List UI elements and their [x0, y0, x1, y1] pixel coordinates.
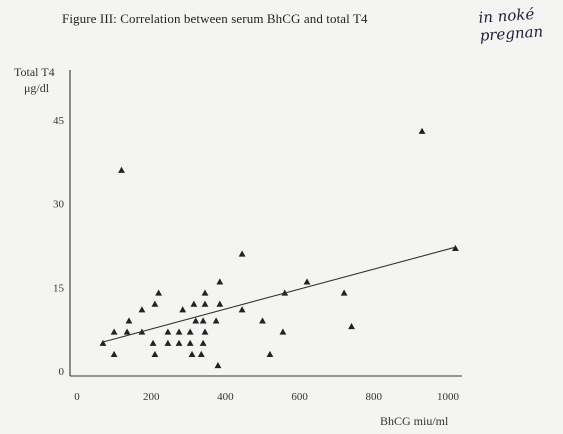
data-point: [303, 278, 311, 285]
data-point: [452, 244, 459, 252]
data-point: [151, 350, 159, 357]
tick-labels: 0 200 400 600 800 1000 0 15 30 45: [53, 115, 460, 403]
data-point: [149, 339, 157, 346]
data-point: [201, 328, 209, 335]
x-tick-label: 800: [366, 391, 383, 403]
data-point: [340, 289, 348, 296]
y-tick-label: 0: [59, 366, 65, 378]
x-tick-label: 1000: [437, 391, 460, 403]
data-point: [266, 350, 274, 357]
data-point: [201, 289, 209, 296]
data-point: [214, 362, 222, 369]
y-tick-label: 30: [53, 199, 65, 211]
data-point: [186, 339, 194, 346]
data-point: [175, 328, 183, 335]
data-point: [201, 300, 209, 307]
y-tick-label: 45: [53, 115, 65, 127]
data-point: [164, 328, 172, 335]
data-point: [110, 328, 118, 335]
data-point: [175, 339, 183, 346]
data-point: [164, 339, 172, 346]
y-axis-title: Total T4: [14, 65, 55, 79]
data-point: [155, 289, 163, 296]
x-axis-title: BhCG miu/ml: [380, 414, 449, 428]
x-tick-label: 0: [74, 391, 80, 403]
x-tick-label: 200: [143, 391, 160, 403]
trendline: [102, 246, 456, 343]
data-points: [99, 127, 459, 369]
data-point: [418, 127, 426, 134]
data-point: [151, 300, 159, 307]
chart-title: Figure III: Correlation between serum Bh…: [62, 11, 368, 26]
x-tick-label: 600: [291, 391, 308, 403]
data-point: [123, 328, 131, 335]
data-point: [138, 306, 146, 313]
y-axis-unit: μg/dl: [24, 81, 50, 95]
data-point: [188, 350, 196, 357]
data-point: [216, 278, 224, 285]
x-tick-label: 400: [217, 391, 234, 403]
data-point: [118, 166, 125, 173]
data-point: [186, 328, 194, 335]
data-point: [192, 317, 200, 324]
data-point: [190, 300, 198, 307]
data-point: [199, 339, 207, 346]
data-point: [197, 350, 205, 357]
data-point: [99, 339, 107, 346]
axes: [69, 70, 462, 377]
data-point: [125, 317, 133, 324]
data-point: [238, 306, 246, 313]
data-point: [259, 317, 266, 324]
data-point: [199, 317, 207, 324]
y-tick-label: 15: [53, 282, 65, 294]
data-point: [179, 306, 187, 313]
data-point: [216, 300, 224, 307]
data-point: [110, 350, 118, 357]
data-point: [212, 317, 220, 324]
trendline-group: [102, 246, 456, 343]
data-point: [238, 250, 246, 257]
data-point: [348, 322, 355, 330]
data-point: [279, 328, 287, 335]
